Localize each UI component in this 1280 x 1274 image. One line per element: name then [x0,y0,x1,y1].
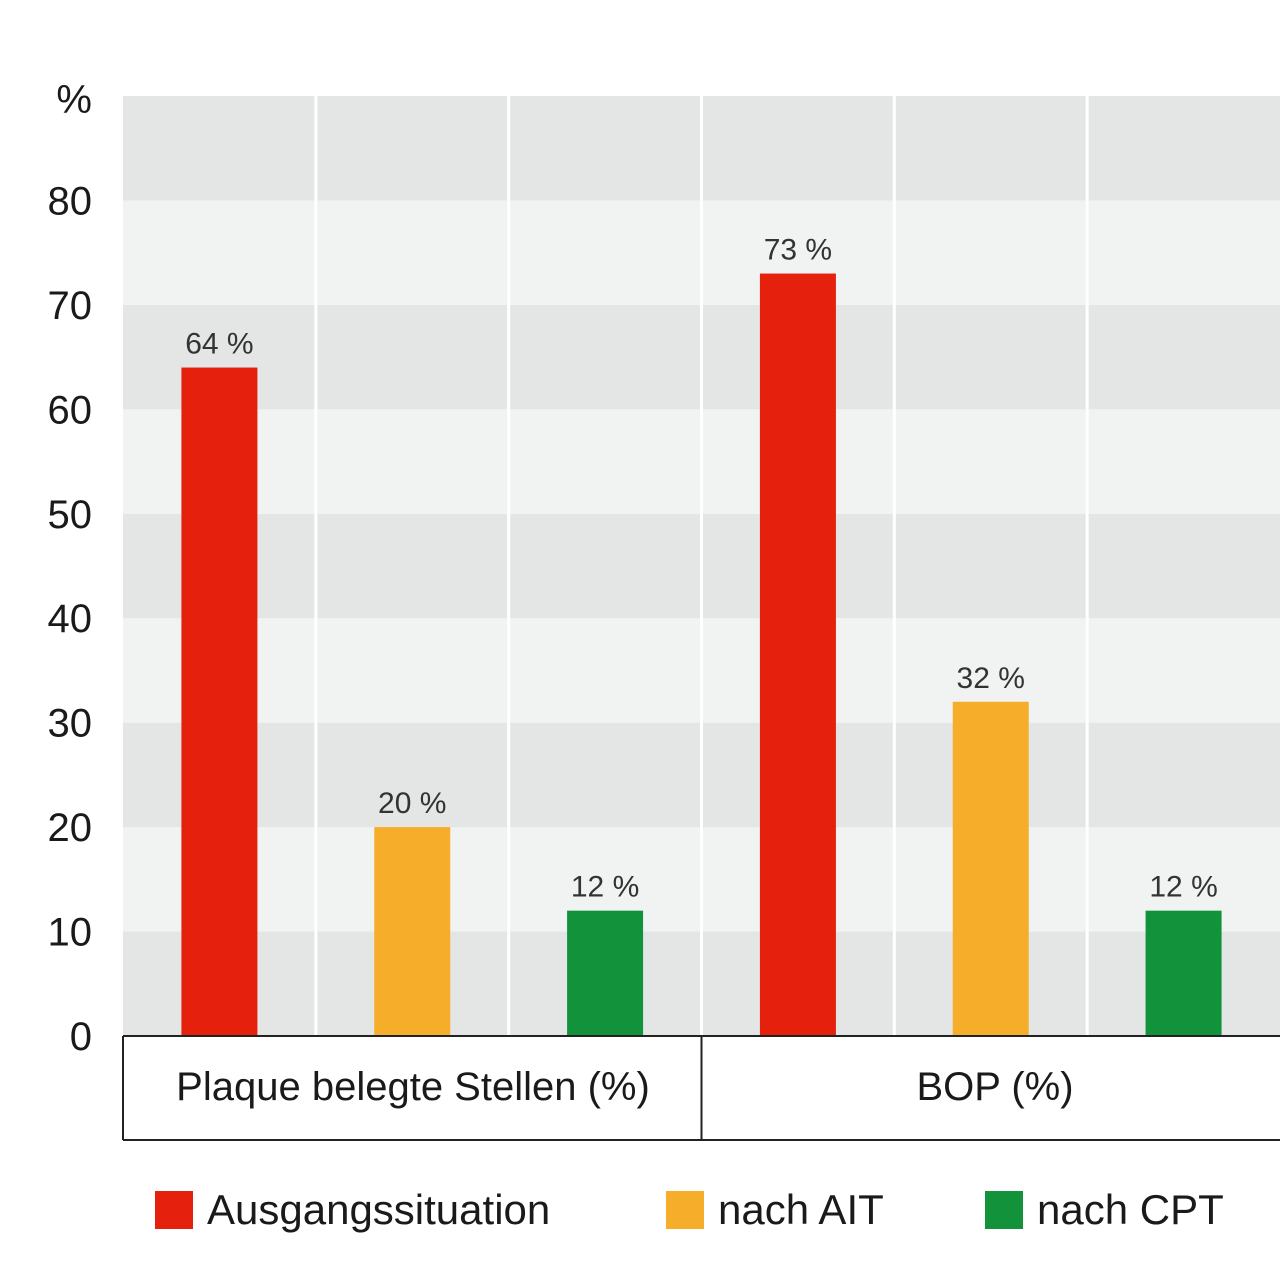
data-label: 12 % [571,871,639,904]
bar-1-2 [374,827,451,1036]
group-label-0: Plaque belegte Stellen (%) [176,1065,650,1109]
bar-2-1 [759,273,836,1036]
legend-swatch-green [985,1191,1023,1229]
y-unit-label: % [56,78,92,122]
group-label-1: BOP (%) [916,1065,1073,1109]
legend-item-ausgangssituation: Ausgangssituation [155,1185,550,1235]
bars [181,273,1222,1036]
legend-swatch-orange [666,1191,704,1229]
y-tick-label: 10 [48,911,93,955]
data-label: 32 % [957,662,1025,695]
bar-2-2 [952,701,1029,1036]
y-tick-label: 60 [48,388,93,432]
y-tick-label: 40 [48,597,93,641]
y-tick-label: 50 [48,493,93,537]
bar-2-3 [1145,910,1222,1036]
data-label: 20 % [378,787,446,820]
legend-label: nach CPT [1037,1186,1224,1233]
y-tick-label: 20 [48,806,93,850]
bar-1-3 [567,910,644,1036]
legend-item-nach-ait: nach AIT [666,1185,884,1235]
data-label: 12 % [1149,871,1217,904]
bar-1-1 [181,367,258,1036]
legend-label: Ausgangssituation [207,1186,551,1233]
y-axis-ticks: 0 10 20 30 40 50 60 70 80 [48,179,93,1059]
legend-item-nach-cpt: nach CPT [985,1185,1224,1235]
data-label: 73 % [764,234,832,267]
vertical-gridlines [314,96,1089,1036]
data-label: 64 % [185,328,253,361]
y-tick-label: 80 [48,179,93,223]
data-labels: 64 % 73 % 20 % 32 % 12 % 12 % [185,234,1218,904]
legend-swatch-red [155,1191,193,1229]
legend-label: nach AIT [718,1186,884,1233]
y-tick-label: 0 [70,1015,92,1059]
legend: Ausgangssituation nach AIT nach CPT [0,1185,1280,1235]
x-axis [122,1035,1280,1141]
y-tick-label: 70 [48,284,93,328]
y-tick-label: 30 [48,702,93,746]
